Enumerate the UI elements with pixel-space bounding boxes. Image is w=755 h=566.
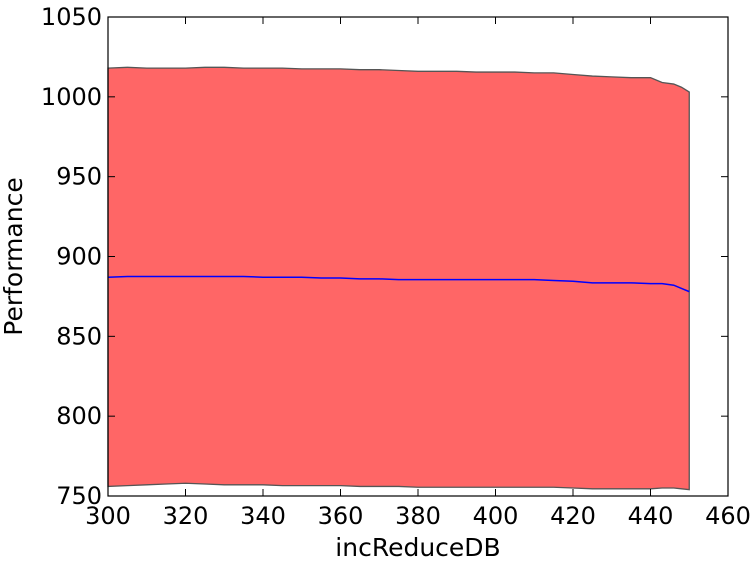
axis-ticks: 300 320 340 360 380 400 420 440 460 750 800 850 900 9… [41, 3, 751, 530]
y-axis-label: Performance [0, 177, 28, 335]
x-tick-label-0: 300 [85, 502, 131, 530]
x-tick-label-4: 380 [395, 502, 441, 530]
plot-area [107, 66, 690, 491]
x-tick-label-7: 440 [628, 502, 674, 530]
y-tick-label-4: 950 [56, 163, 102, 191]
y-tick-label-5: 1000 [41, 83, 102, 111]
x-tick-label-2: 340 [240, 502, 286, 530]
y-tick-label-6: 1050 [41, 3, 102, 31]
y-tick-label-3: 900 [56, 243, 102, 271]
y-tick-label-0: 750 [56, 482, 102, 510]
x-tick-label-3: 360 [318, 502, 364, 530]
y-tick-label-2: 850 [56, 322, 102, 350]
mean-line-1 [107, 275, 690, 293]
x-tick-label-1: 320 [163, 502, 209, 530]
y-tick-label-1: 800 [56, 402, 102, 430]
x-tick-label-8: 460 [705, 502, 751, 530]
band-area-0 [107, 66, 690, 491]
x-axis-label: incReduceDB [335, 533, 500, 562]
x-tick-label-6: 420 [550, 502, 596, 530]
x-tick-label-5: 400 [473, 502, 519, 530]
